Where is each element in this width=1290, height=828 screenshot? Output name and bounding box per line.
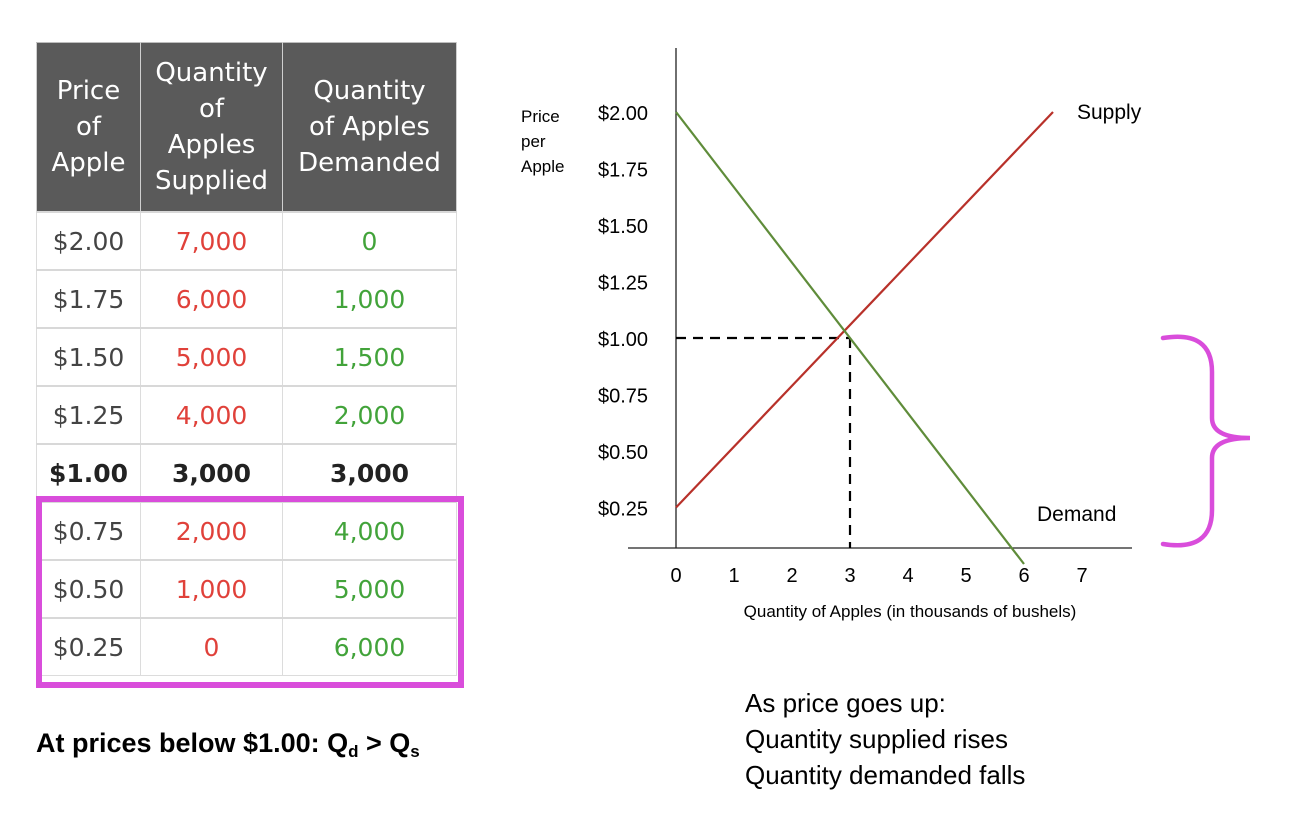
- table-row: $1.00 3,000 3,000: [36, 443, 457, 503]
- cell-demanded: 2,000: [282, 385, 457, 445]
- price-notes: As price goes up: Quantity supplied rise…: [745, 685, 1025, 793]
- table-header-row: Price of Apple Quantity of Apples Suppli…: [36, 42, 457, 213]
- cell-demanded: 5,000: [282, 559, 457, 619]
- cell-price: $0.75: [36, 501, 141, 561]
- y-axis-label: Price: [521, 107, 560, 126]
- notes-line-1: As price goes up:: [745, 688, 946, 718]
- cell-price: $1.25: [36, 385, 141, 445]
- y-tick-label: $1.25: [598, 273, 648, 295]
- header-price: Price of Apple: [36, 42, 141, 213]
- y-tick-label: $1.00: [598, 329, 648, 351]
- header-supplied: Quantity of Apples Supplied: [140, 42, 283, 213]
- table-row: $1.25 4,000 2,000: [36, 385, 457, 445]
- notes-line-2: Quantity supplied rises: [745, 724, 1009, 754]
- cell-supplied: 7,000: [140, 211, 283, 271]
- cell-demanded: 0: [282, 211, 457, 271]
- y-axis-label: per: [521, 132, 546, 151]
- shortage-caption: At prices below $1.00: Qd > Qs: [36, 728, 420, 762]
- x-tick-label: 4: [902, 565, 913, 587]
- y-tick-label: $0.25: [598, 499, 648, 521]
- x-tick-label: 7: [1076, 565, 1087, 587]
- cell-supplied: 2,000: [140, 501, 283, 561]
- cell-supplied: 0: [140, 617, 283, 676]
- cell-demanded: 1,000: [282, 269, 457, 329]
- notes-line-3: Quantity demanded falls: [745, 760, 1026, 790]
- x-tick-label: 6: [1018, 565, 1029, 587]
- cell-supplied: 3,000: [140, 443, 283, 503]
- shortage-bracket: [1160, 334, 1251, 548]
- x-tick-label: 3: [844, 565, 855, 587]
- y-axis-label: Apple: [521, 157, 564, 176]
- caption-prefix: At prices below $1.00: Q: [36, 728, 349, 758]
- y-tick-label: $0.50: [598, 442, 648, 464]
- x-tick-label: 0: [670, 565, 681, 587]
- cell-price: $2.00: [36, 211, 141, 271]
- table-row: $0.50 1,000 5,000: [36, 559, 457, 619]
- cell-price: $1.50: [36, 327, 141, 387]
- supply-line: [675, 111, 1054, 509]
- cell-supplied: 5,000: [140, 327, 283, 387]
- demand-label: Demand: [1037, 503, 1116, 526]
- table-row: $1.75 6,000 1,000: [36, 269, 457, 329]
- y-tick-label: $0.75: [598, 386, 648, 408]
- demand-line: [675, 111, 1025, 565]
- cell-supplied: 4,000: [140, 385, 283, 445]
- x-tick-label: 5: [960, 565, 971, 587]
- table-row: $0.75 2,000 4,000: [36, 501, 457, 561]
- supply-label: Supply: [1077, 101, 1142, 124]
- x-tick-label: 2: [786, 565, 797, 587]
- y-tick-label: $2.00: [598, 103, 648, 125]
- cell-price: $0.25: [36, 617, 141, 676]
- y-tick-label: $1.75: [598, 160, 648, 182]
- cell-supplied: 1,000: [140, 559, 283, 619]
- cell-price: $1.75: [36, 269, 141, 329]
- table-row: $0.25 0 6,000: [36, 617, 457, 676]
- table-row: $1.50 5,000 1,500: [36, 327, 457, 387]
- caption-middle: > Q: [358, 728, 411, 758]
- table-row: $2.00 7,000 0: [36, 211, 457, 271]
- x-tick-label: 1: [728, 565, 739, 587]
- cell-demanded: 6,000: [282, 617, 457, 676]
- cell-demanded: 1,500: [282, 327, 457, 387]
- caption-sub-d: d: [348, 742, 359, 761]
- table-body: $2.00 7,000 0 $1.75 6,000 1,000 $1.50 5,000 1,50…: [36, 211, 457, 676]
- header-demanded: Quantity of Apples Demanded: [282, 42, 457, 213]
- cell-demanded: 4,000: [282, 501, 457, 561]
- apple-schedule-table-wrap: Price of Apple Quantity of Apples Suppli…: [36, 42, 457, 676]
- x-axis-label: Quantity of Apples (in thousands of bush…: [744, 602, 1077, 621]
- y-tick-label: $1.50: [598, 216, 648, 238]
- apple-schedule-table: Price of Apple Quantity of Apples Suppli…: [36, 42, 457, 676]
- cell-demanded: 3,000: [282, 443, 457, 503]
- caption-sub-s: s: [410, 742, 420, 761]
